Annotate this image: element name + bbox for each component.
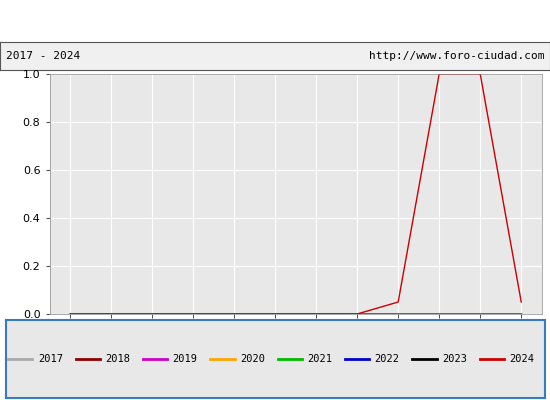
- Text: 2022: 2022: [375, 354, 400, 364]
- Text: http://www.foro-ciudad.com: http://www.foro-ciudad.com: [369, 51, 544, 61]
- Text: 2021: 2021: [307, 354, 332, 364]
- Text: 2020: 2020: [240, 354, 265, 364]
- Text: 2019: 2019: [173, 354, 197, 364]
- Text: 2017 - 2024: 2017 - 2024: [6, 51, 80, 61]
- Text: 2018: 2018: [105, 354, 130, 364]
- Text: 2023: 2023: [442, 354, 467, 364]
- Text: 2024: 2024: [509, 354, 535, 364]
- Text: Evolucion del paro registrado en Hornillos de Cameros: Evolucion del paro registrado en Hornill…: [76, 14, 474, 28]
- Text: 2017: 2017: [38, 354, 63, 364]
